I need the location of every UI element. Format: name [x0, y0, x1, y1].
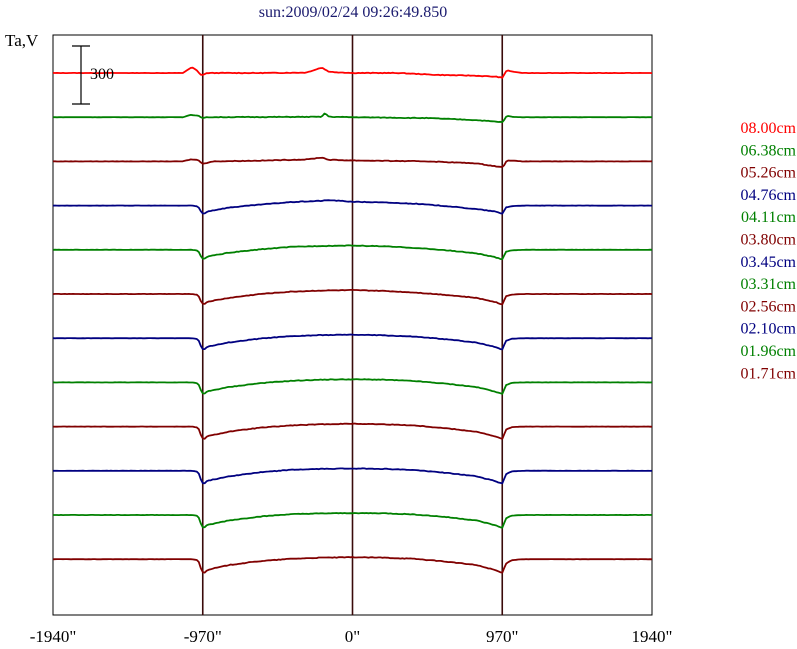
series-group: [52, 66, 653, 574]
chart-title: sun:2009/02/24 09:26:49.850: [259, 4, 447, 21]
reference-lines: [201, 35, 504, 615]
legend-entry: 08.00cm: [740, 120, 796, 137]
series-line-02.56cm: [52, 422, 652, 440]
series-line-03.45cm: [52, 333, 653, 351]
x-tick-label: -970": [184, 627, 222, 646]
legend-entry: 03.45cm: [740, 254, 796, 271]
legend-entry: 04.11cm: [741, 209, 797, 226]
x-tick-label: 1940": [632, 627, 673, 646]
legend-entry: 01.71cm: [740, 365, 796, 382]
series-line-04.11cm: [52, 244, 653, 261]
legend-entry: 01.96cm: [740, 343, 796, 360]
legend-entry: 02.10cm: [740, 321, 796, 338]
x-tick-label: 970": [486, 627, 518, 646]
x-tick-label: 0": [345, 627, 360, 646]
scale-bar: 300: [72, 45, 114, 105]
legend-entry: 06.38cm: [740, 142, 796, 159]
legend-entry: 04.76cm: [740, 187, 796, 204]
series-line-08.00cm: [52, 66, 653, 79]
x-tick-label: -1940": [30, 627, 77, 646]
scale-bar-label: 300: [90, 66, 114, 83]
series-line-01.96cm: [53, 512, 653, 529]
series-line-03.31cm: [52, 378, 653, 395]
series-line-03.80cm: [52, 288, 653, 306]
legend-entry: 03.31cm: [740, 276, 796, 293]
legend-entry: 05.26cm: [740, 165, 796, 182]
legend-entry: 02.56cm: [740, 298, 796, 315]
x-tick-labels: -1940" -970" 0" 970" 1940": [30, 627, 673, 646]
y-axis-label: Ta,V: [5, 31, 39, 50]
series-line-01.71cm: [52, 556, 653, 574]
series-line-04.76cm: [52, 199, 652, 215]
series-line-02.10cm: [53, 467, 653, 485]
legend-entry: 03.80cm: [740, 232, 796, 249]
legend: 08.00cm 06.38cm 05.26cm 04.76cm 04.11cm 03.80…: [740, 120, 796, 382]
series-line-05.26cm: [52, 156, 653, 168]
series-line-06.38cm: [53, 112, 652, 123]
